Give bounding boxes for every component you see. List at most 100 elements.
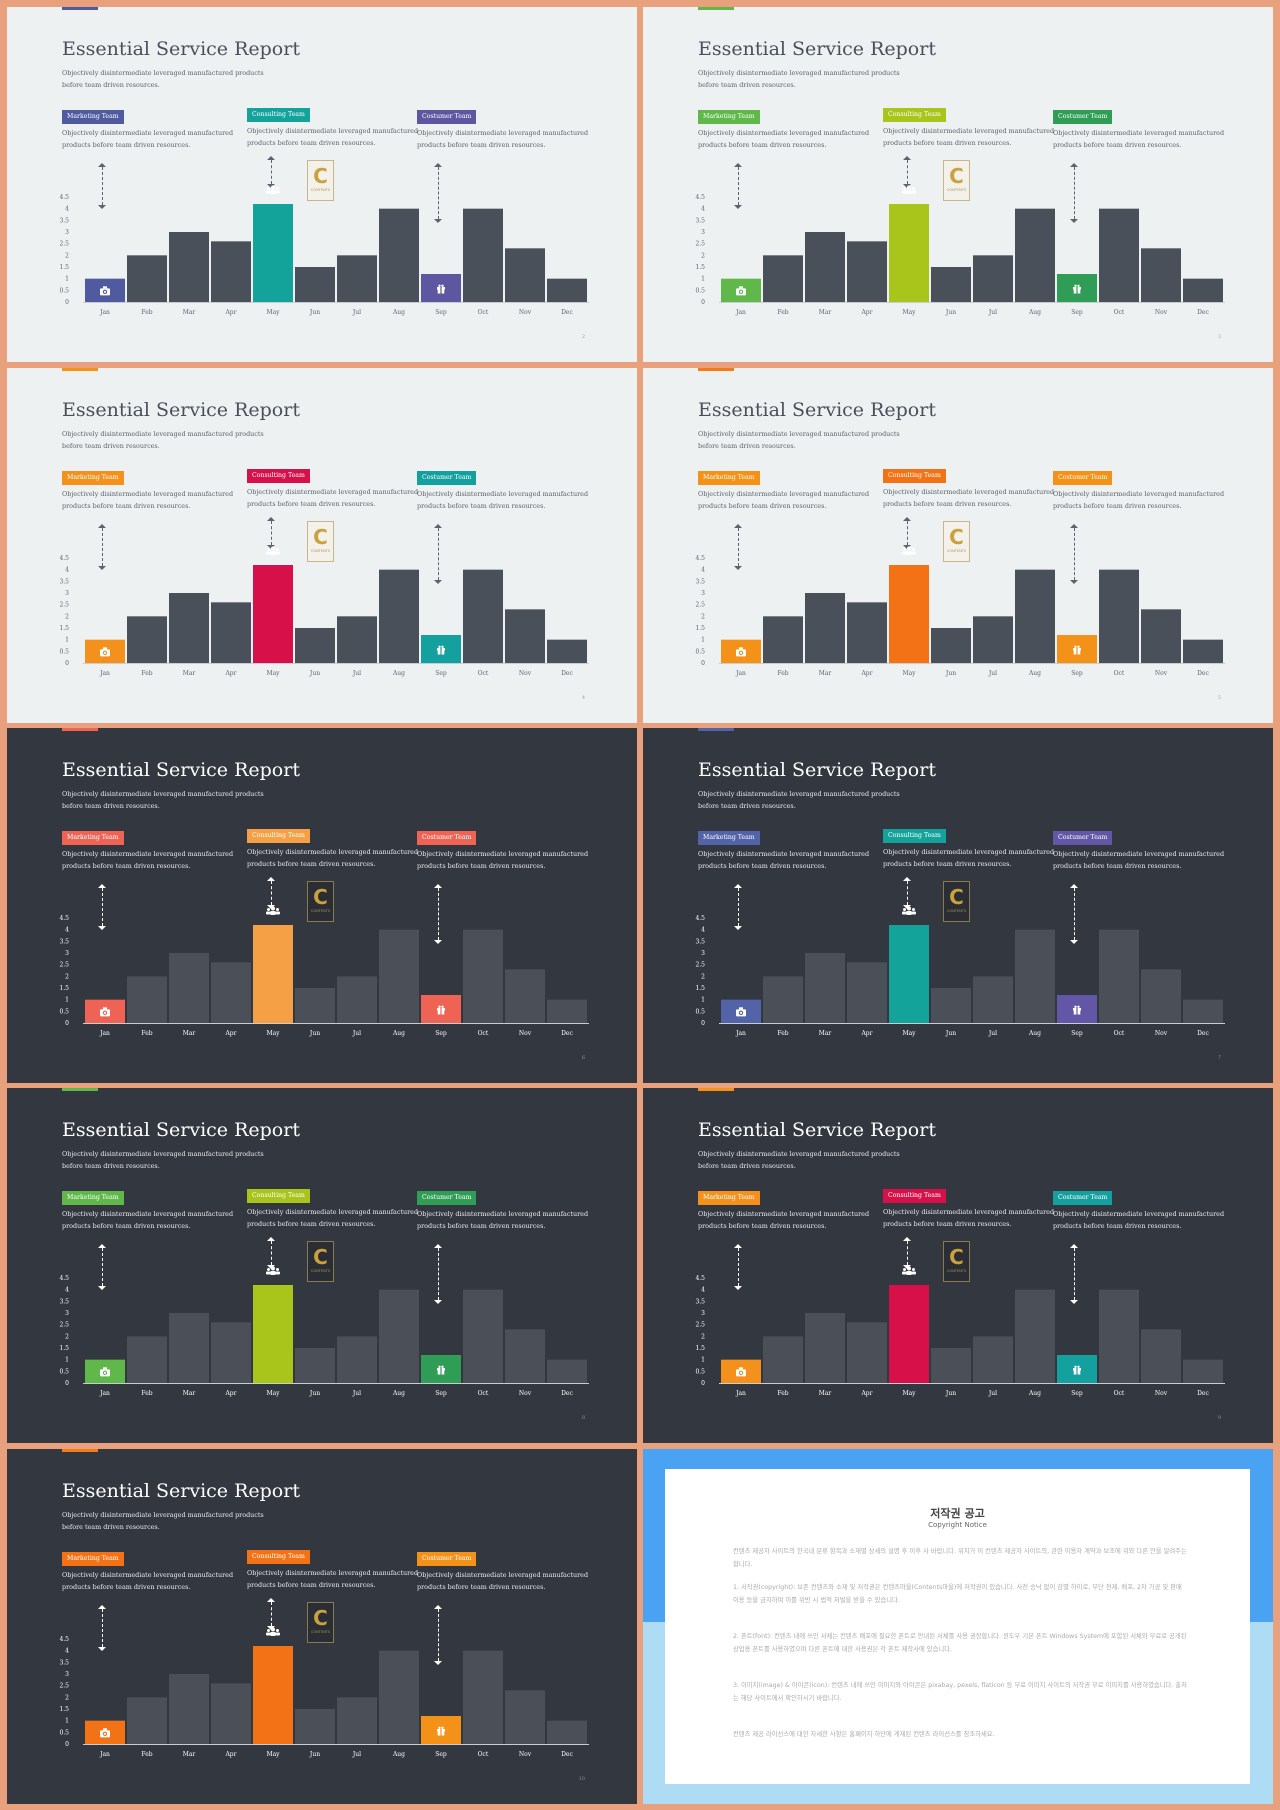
team-desc-costumer: Objectively disintermediate leveraged ma… xyxy=(417,1571,589,1591)
team-head-center xyxy=(907,1266,911,1271)
y-tick-label: 4 xyxy=(65,206,69,213)
gift-ribbon xyxy=(440,1729,442,1736)
y-tick-label: 2.5 xyxy=(59,962,69,969)
arrow-line xyxy=(437,888,439,940)
y-tick-label: 1 xyxy=(701,276,705,283)
logo-letter: C xyxy=(313,1245,328,1269)
bar-oct xyxy=(463,1650,503,1744)
bar-mar xyxy=(169,232,209,302)
gift-bow-right xyxy=(441,645,444,648)
y-tick-label: 3.5 xyxy=(695,938,705,945)
bar-dec xyxy=(1183,278,1223,302)
y-tick-label: 3.5 xyxy=(695,578,705,585)
bar-chart: 0 0.5 1 1.5 2 2.5 3 3.5 4 4.5 Jan Feb Mar Apr May Jun Ju… xyxy=(688,1243,1228,1403)
x-tick-label: Apr xyxy=(224,309,236,316)
x-tick-label: Feb xyxy=(141,1751,152,1758)
y-tick-label: 4.5 xyxy=(695,915,705,922)
x-tick-label: Sep xyxy=(435,309,447,316)
team-badge-consulting: Consulting Team xyxy=(883,108,946,122)
notice-title: 저작권 공고 xyxy=(930,1507,985,1520)
arrow-line xyxy=(101,1609,103,1647)
bar-jun xyxy=(295,628,335,663)
y-tick-label: 3.5 xyxy=(59,938,69,945)
y-tick-label: 0.5 xyxy=(695,1008,705,1015)
bar-apr xyxy=(847,241,887,302)
team-badge-costumer: Costumer Team xyxy=(1053,110,1113,124)
team-badge-marketing: Marketing Team xyxy=(62,1552,124,1566)
y-tick-label: 0 xyxy=(65,1741,69,1748)
x-tick-label: Nov xyxy=(519,309,532,316)
bar-nov xyxy=(505,969,545,1023)
y-tick-label: 4 xyxy=(701,206,705,213)
x-tick-label: Jul xyxy=(352,1390,361,1397)
contents-logo: C CONTENTS xyxy=(943,1241,970,1282)
y-tick-label: 1.5 xyxy=(59,625,69,632)
gift-bow-left xyxy=(1074,1365,1077,1368)
accent-tab xyxy=(62,7,98,10)
team-head-center xyxy=(907,546,911,551)
logo-letter: C xyxy=(949,164,964,188)
y-tick-label: 0.5 xyxy=(59,287,69,294)
arrow-head-up xyxy=(267,1237,275,1241)
slide-title: Essential Service Report xyxy=(62,1480,300,1502)
bar-feb xyxy=(127,1336,167,1383)
bar-may xyxy=(253,1285,293,1383)
slide-subtitle: Objectively disintermediate leveraged ma… xyxy=(62,1150,264,1170)
bar-chart-svg: 0 0.5 1 1.5 2 2.5 3 3.5 4 4.5 Jan Feb Mar Apr May Jun Ju… xyxy=(695,906,1225,1037)
arrow-head-up xyxy=(1070,163,1078,167)
bar-apr xyxy=(211,962,251,1023)
y-tick-label: 1.5 xyxy=(695,1345,705,1352)
arrow-head-up xyxy=(267,156,275,160)
team-body-center xyxy=(270,551,276,555)
bar-oct xyxy=(463,1289,503,1383)
arrow-head-down xyxy=(98,1286,106,1290)
bar-feb xyxy=(763,616,803,663)
x-tick-label: Dec xyxy=(561,309,573,316)
team-head-left xyxy=(267,1629,270,1632)
y-tick-label: 0 xyxy=(701,299,705,306)
bar-apr xyxy=(847,1322,887,1383)
arrow-head-up xyxy=(434,884,442,888)
x-tick-label: Jul xyxy=(988,670,997,677)
y-tick-label: 4 xyxy=(701,1287,705,1294)
y-tick-label: 3.5 xyxy=(59,1298,69,1305)
x-tick-label: Apr xyxy=(224,1751,236,1758)
arrow-line xyxy=(270,881,272,905)
x-tick-label: Jun xyxy=(945,1030,956,1037)
arrow-head-up xyxy=(267,1598,275,1602)
x-tick-label: Jan xyxy=(735,1030,746,1037)
notice-card: 저작권 공고 Copyright Notice 컨텐츠 제공자 사이트의 한국내… xyxy=(665,1469,1250,1784)
bar-apr xyxy=(211,241,251,302)
x-tick-label: Sep xyxy=(435,1751,447,1758)
bar-mar xyxy=(805,593,845,663)
camera-lens-core xyxy=(739,1011,743,1014)
camera-lens-core xyxy=(739,651,743,654)
team-desc-costumer: Objectively disintermediate leveraged ma… xyxy=(1053,490,1225,510)
accent-tab xyxy=(698,7,734,10)
arrow-head-up xyxy=(1070,524,1078,528)
arrow-head-up xyxy=(98,1244,106,1248)
contents-logo: C CONTENTS xyxy=(307,521,334,562)
x-tick-label: Mar xyxy=(183,1751,196,1758)
slide-3: Essential Service Report Objectively disi… xyxy=(7,368,637,723)
y-tick-label: 3 xyxy=(65,590,69,597)
arrow-head-down xyxy=(1070,219,1078,223)
team-icon xyxy=(266,1627,280,1636)
arrow-line xyxy=(737,888,739,926)
team-badge-consulting: Consulting Team xyxy=(247,1189,310,1203)
bar-aug xyxy=(1015,1289,1055,1383)
accent-tab xyxy=(698,728,734,731)
dashed-arrow-costumer xyxy=(434,163,442,223)
logo-letter: C xyxy=(313,885,328,909)
team-badge-marketing: Marketing Team xyxy=(698,110,760,124)
bar-mar xyxy=(169,593,209,663)
team-icon xyxy=(266,185,280,194)
team-body-center xyxy=(270,190,276,194)
dashed-arrow-marketing xyxy=(98,1605,106,1651)
team-body-center xyxy=(270,1632,276,1636)
x-tick-label: Jun xyxy=(945,670,956,677)
bar-jul xyxy=(973,616,1013,663)
slide-title: Essential Service Report xyxy=(62,399,300,421)
bar-jul xyxy=(973,1336,1013,1383)
camera-icon xyxy=(736,286,746,296)
